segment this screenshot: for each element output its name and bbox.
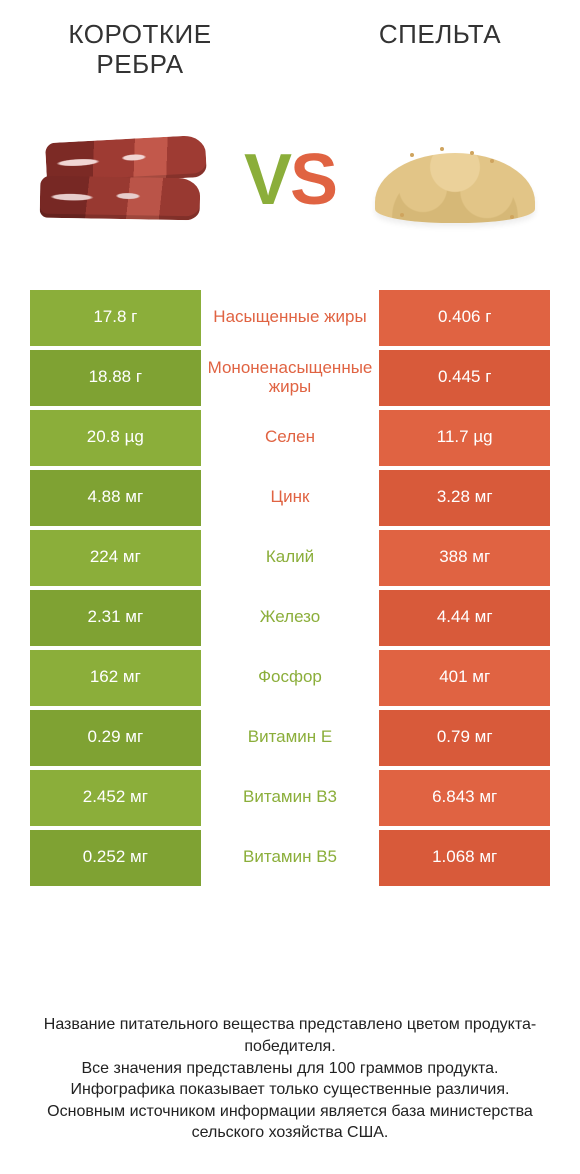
nutrient-label: Калий — [201, 530, 380, 586]
left-value: 224 мг — [30, 530, 201, 586]
left-product-title: КОРОТКИЕ РЕБРА — [50, 20, 230, 80]
left-value: 0.29 мг — [30, 710, 201, 766]
vs-label: VS — [244, 139, 336, 221]
nutrient-label: Фосфор — [201, 650, 380, 706]
nutrient-label: Цинк — [201, 470, 380, 526]
right-product-title: СПЕЛЬТА — [350, 20, 530, 50]
footer-notes: Название питательного вещества представл… — [30, 994, 550, 1144]
right-value: 11.7 µg — [379, 410, 550, 466]
right-value: 0.79 мг — [379, 710, 550, 766]
right-value: 0.406 г — [379, 290, 550, 346]
left-value: 2.31 мг — [30, 590, 201, 646]
infographic-page: КОРОТКИЕ РЕБРА СПЕЛЬТА VS 17.8 гНасыще — [0, 0, 580, 1174]
spelt-grains-icon — [370, 125, 540, 235]
table-row: 17.8 гНасыщенные жиры0.406 г — [30, 290, 550, 346]
table-row: 224 мгКалий388 мг — [30, 530, 550, 586]
right-value: 3.28 мг — [379, 470, 550, 526]
left-product-image — [35, 110, 215, 250]
table-row: 20.8 µgСелен11.7 µg — [30, 410, 550, 466]
table-row: 2.452 мгВитамин B36.843 мг — [30, 770, 550, 826]
short-ribs-icon — [40, 135, 210, 225]
footer-line: Инфографика показывает только существенн… — [34, 1079, 546, 1101]
footer-line: Название питательного вещества представл… — [34, 1014, 546, 1057]
nutrient-label: Витамин E — [201, 710, 380, 766]
table-row: 162 мгФосфор401 мг — [30, 650, 550, 706]
nutrient-label: Мононенасыщенные жиры — [201, 350, 380, 406]
left-value: 162 мг — [30, 650, 201, 706]
nutrient-label: Витамин B3 — [201, 770, 380, 826]
table-row: 18.88 гМононенасыщенные жиры0.445 г — [30, 350, 550, 406]
nutrient-table: 17.8 гНасыщенные жиры0.406 г18.88 гМонон… — [30, 290, 550, 890]
table-row: 0.29 мгВитамин E0.79 мг — [30, 710, 550, 766]
nutrient-label: Селен — [201, 410, 380, 466]
vs-s: S — [290, 140, 336, 220]
table-row: 2.31 мгЖелезо4.44 мг — [30, 590, 550, 646]
right-product-image — [365, 110, 545, 250]
vs-v: V — [244, 140, 290, 220]
right-value: 388 мг — [379, 530, 550, 586]
image-row: VS — [30, 100, 550, 260]
right-value: 4.44 мг — [379, 590, 550, 646]
footer-line: Все значения представлены для 100 граммо… — [34, 1058, 546, 1080]
table-row: 4.88 мгЦинк3.28 мг — [30, 470, 550, 526]
right-value: 0.445 г — [379, 350, 550, 406]
left-value: 17.8 г — [30, 290, 201, 346]
nutrient-label: Насыщенные жиры — [201, 290, 380, 346]
footer-line: Основным источником информации является … — [34, 1101, 546, 1144]
nutrient-label: Железо — [201, 590, 380, 646]
nutrient-label: Витамин B5 — [201, 830, 380, 886]
header: КОРОТКИЕ РЕБРА СПЕЛЬТА — [30, 20, 550, 90]
left-value: 2.452 мг — [30, 770, 201, 826]
right-value: 6.843 мг — [379, 770, 550, 826]
left-value: 20.8 µg — [30, 410, 201, 466]
right-value: 401 мг — [379, 650, 550, 706]
table-row: 0.252 мгВитамин B51.068 мг — [30, 830, 550, 886]
right-value: 1.068 мг — [379, 830, 550, 886]
left-value: 0.252 мг — [30, 830, 201, 886]
left-value: 4.88 мг — [30, 470, 201, 526]
left-value: 18.88 г — [30, 350, 201, 406]
